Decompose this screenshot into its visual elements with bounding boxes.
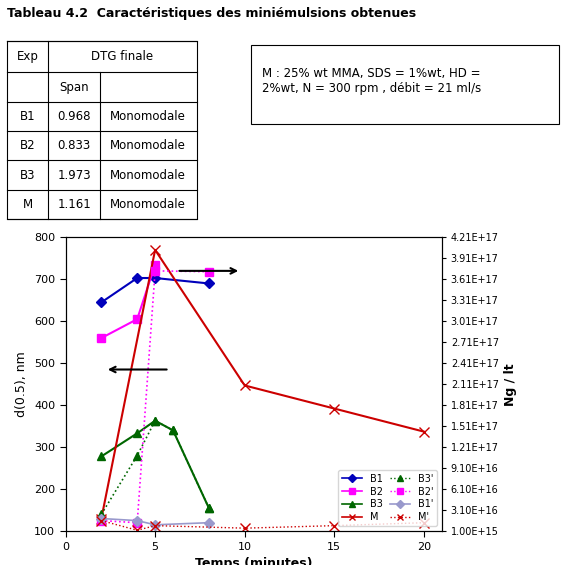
Text: Tableau 4.2  Caractéristiques des miniémulsions obtenues: Tableau 4.2 Caractéristiques des miniému… (7, 7, 416, 20)
Legend: B1, B2, B3, M, B3', B2', B1', M': B1, B2, B3, M, B3', B2', B1', M' (339, 470, 437, 526)
Text: Monomodale: Monomodale (110, 168, 186, 182)
Text: M : 25% wt MMA, SDS = 1%wt, HD =
2%wt, N = 300 rpm , débit = 21 ml/s: M : 25% wt MMA, SDS = 1%wt, HD = 2%wt, N… (262, 67, 482, 95)
Text: 1.973: 1.973 (58, 168, 91, 182)
Text: B2: B2 (20, 139, 35, 153)
X-axis label: Temps (minutes): Temps (minutes) (195, 557, 312, 565)
Text: Monomodale: Monomodale (110, 139, 186, 153)
Text: B3: B3 (20, 168, 35, 182)
Text: 1.161: 1.161 (57, 198, 91, 211)
Y-axis label: Ng / lt: Ng / lt (504, 363, 518, 406)
Text: Span: Span (59, 80, 89, 94)
Text: Monomodale: Monomodale (110, 110, 186, 123)
Text: M: M (23, 198, 32, 211)
Text: 0.833: 0.833 (58, 139, 91, 153)
Text: Exp: Exp (17, 50, 39, 63)
Text: 0.968: 0.968 (58, 110, 91, 123)
Text: DTG finale: DTG finale (92, 50, 153, 63)
Y-axis label: d(0.5), nm: d(0.5), nm (15, 351, 28, 417)
Bar (251, 45, 559, 124)
Text: Monomodale: Monomodale (110, 198, 186, 211)
Text: B1: B1 (20, 110, 35, 123)
